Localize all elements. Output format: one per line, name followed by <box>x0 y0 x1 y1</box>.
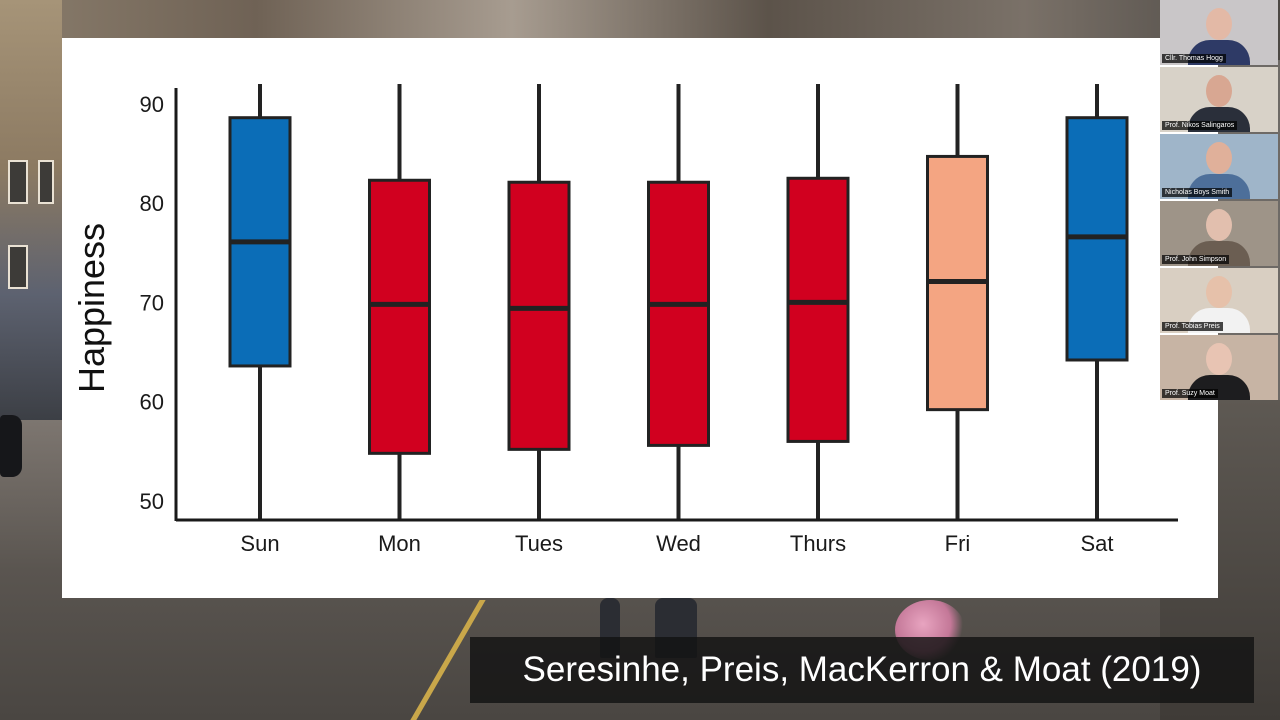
x-tick-label: Tues <box>515 531 563 556</box>
participant-panel: Cllr. Thomas Hogg Prof. Nikos Salingaros N… <box>1160 0 1278 402</box>
box-tues <box>507 180 571 451</box>
participant-face <box>1206 8 1232 40</box>
y-tick-label: 90 <box>140 92 164 117</box>
y-tick-label: 50 <box>140 489 164 514</box>
participant-name: Prof. Nikos Salingaros <box>1162 121 1238 130</box>
box-plot-boxes <box>228 83 1129 520</box>
x-tick-label: Fri <box>945 531 971 556</box>
y-axis-label: Happiness <box>71 223 112 393</box>
x-tick-label: Sat <box>1080 531 1113 556</box>
background-car <box>0 415 22 477</box>
participant-tile[interactable]: Prof. John Simpson <box>1160 201 1278 266</box>
participant-tile[interactable]: Nicholas Boys Smith <box>1160 134 1278 199</box>
box-mon <box>368 178 431 455</box>
background-left-building <box>0 0 62 420</box>
participant-name: Prof. Suzy Moat <box>1162 389 1218 398</box>
building-window <box>8 160 28 204</box>
participant-name: Prof. John Simpson <box>1162 255 1230 264</box>
participant-name: Cllr. Thomas Hogg <box>1162 54 1226 63</box>
building-window <box>38 160 54 204</box>
x-tick-label: Sun <box>240 531 279 556</box>
participant-face <box>1206 343 1232 375</box>
participant-tile[interactable]: Prof. Suzy Moat <box>1160 335 1278 400</box>
y-tick-label: 70 <box>140 290 164 315</box>
x-tick-label: Wed <box>656 531 701 556</box>
x-tick-label: Mon <box>378 531 421 556</box>
participant-tile[interactable]: Prof. Nikos Salingaros <box>1160 67 1278 132</box>
participant-name: Nicholas Boys Smith <box>1162 188 1233 197</box>
box-wed <box>647 180 710 447</box>
participant-face <box>1206 209 1232 241</box>
participant-tile[interactable]: Prof. Tobias Preis <box>1160 268 1278 333</box>
presentation-slide: 50 60 70 80 90 Sun Mon Tues Wed Thurs Fri Sat Happ… <box>62 38 1218 598</box>
x-axis-ticks: Sun Mon Tues Wed Thurs Fri Sat <box>240 531 1113 556</box>
participant-face <box>1206 276 1232 308</box>
citation-caption: Seresinhe, Preis, MacKerron & Moat (2019… <box>470 637 1254 703</box>
y-tick-label: 60 <box>140 390 164 415</box>
y-tick-label: 80 <box>140 191 164 216</box>
participant-tile[interactable]: Cllr. Thomas Hogg <box>1160 0 1278 65</box>
participant-name: Prof. Tobias Preis <box>1162 322 1223 331</box>
box-thurs <box>786 176 850 443</box>
participant-face <box>1206 75 1232 107</box>
box-plot-chart: 50 60 70 80 90 Sun Mon Tues Wed Thurs Fri Sat Happ… <box>71 83 1178 556</box>
building-window <box>8 245 28 289</box>
y-axis-ticks: 50 60 70 80 90 <box>140 92 164 514</box>
participant-face <box>1206 142 1232 174</box>
x-tick-label: Thurs <box>790 531 846 556</box>
